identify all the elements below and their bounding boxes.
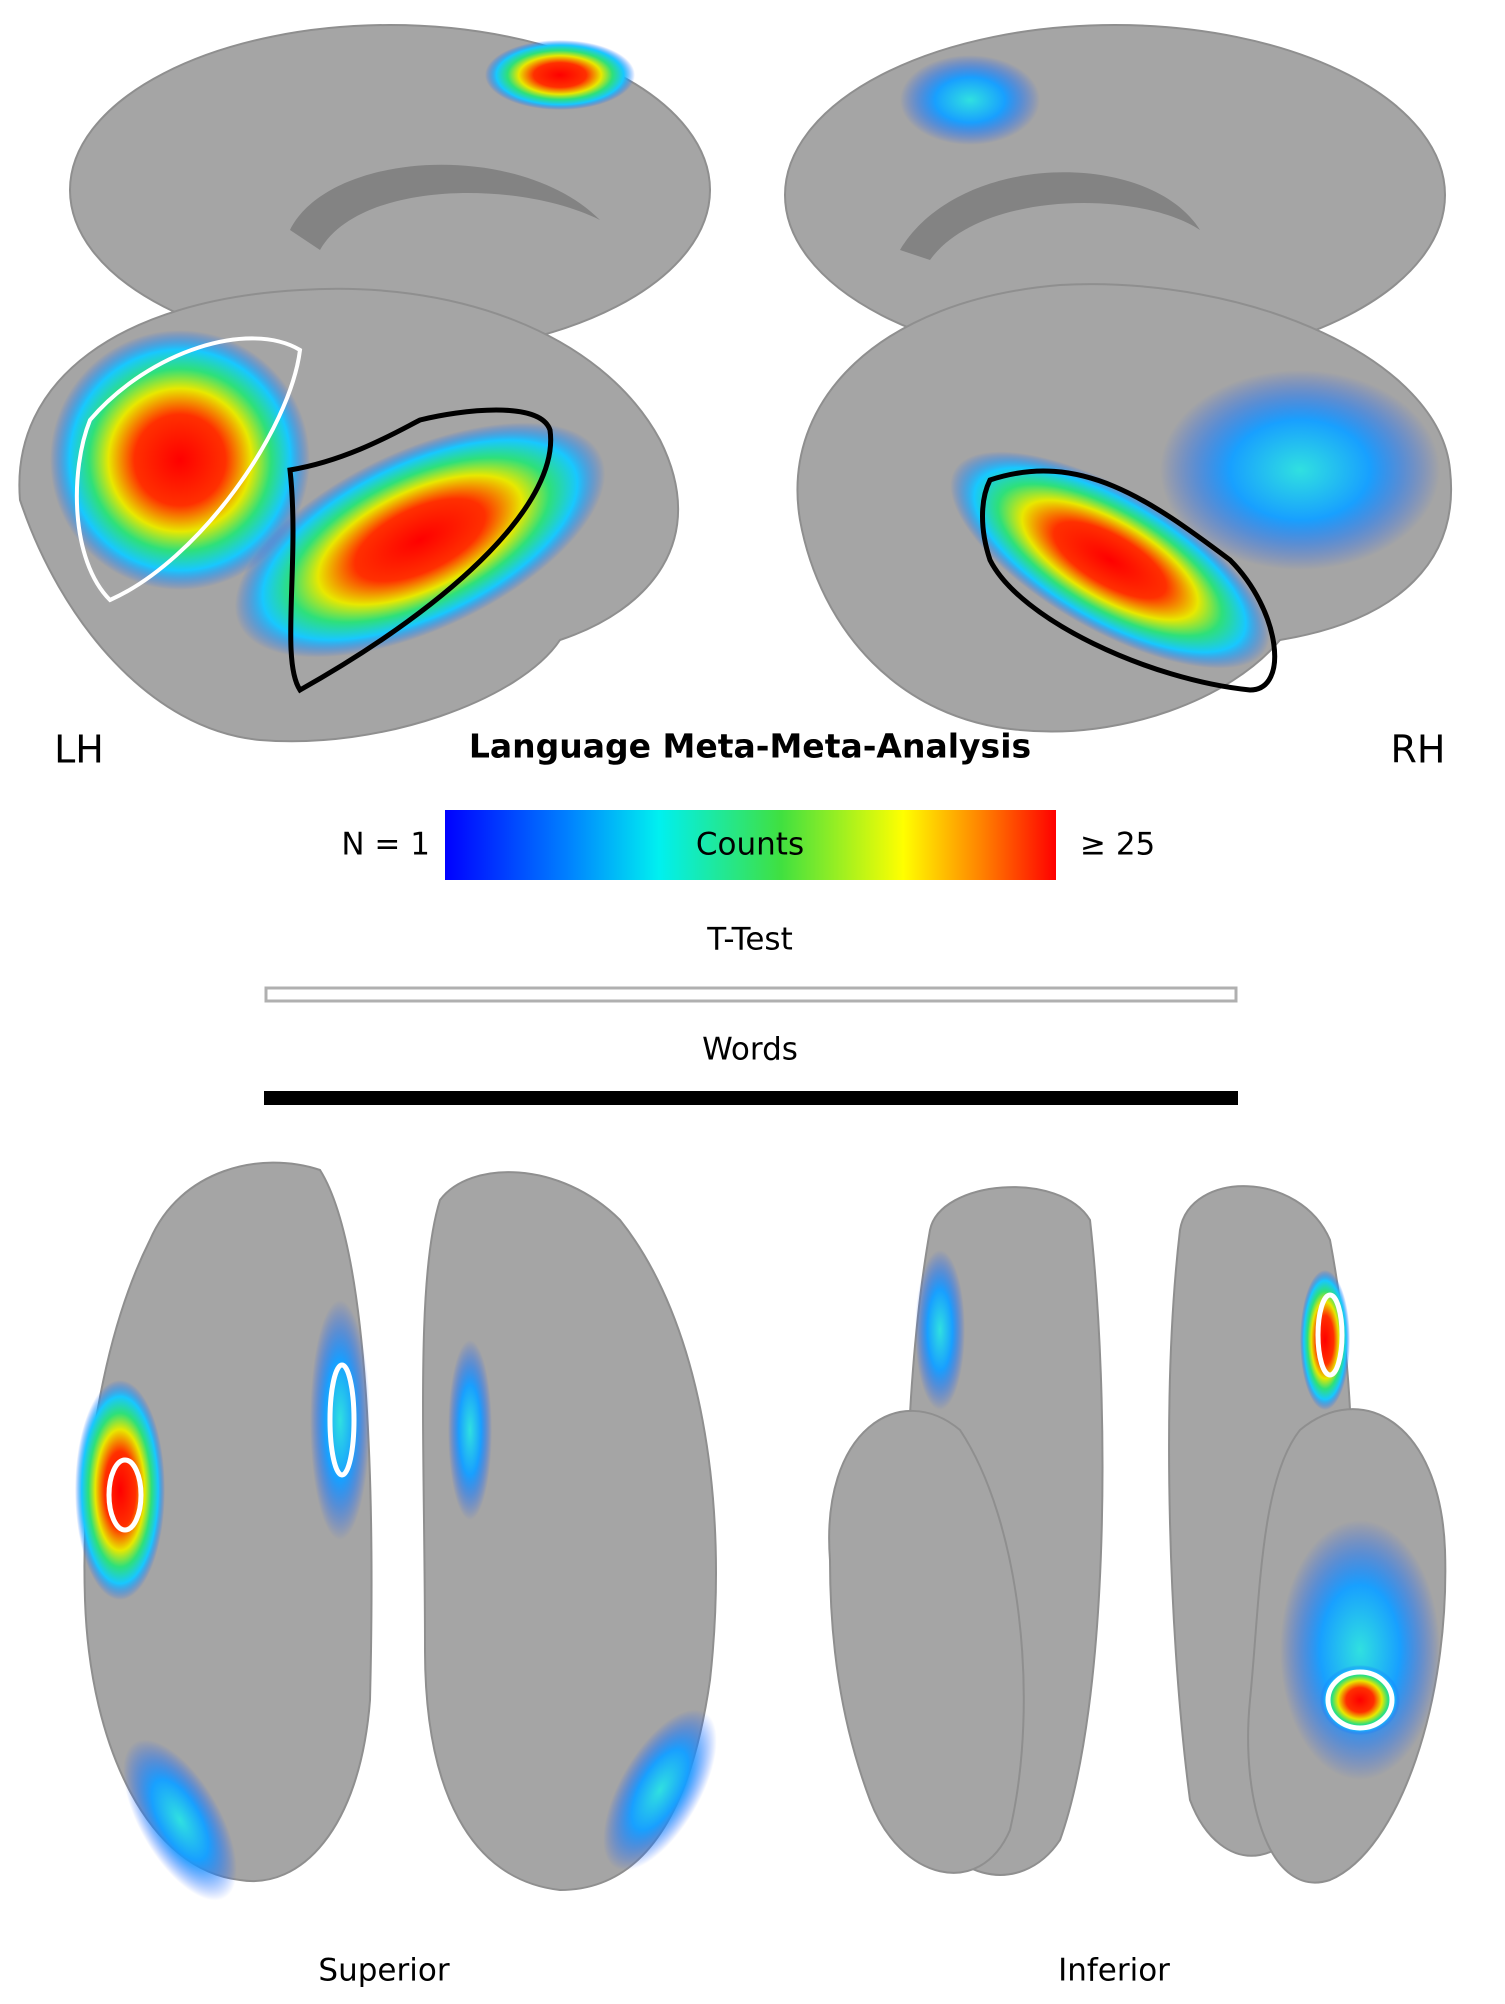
activation: [485, 40, 635, 110]
title: Language Meta-Meta-Analysis: [469, 727, 1031, 766]
activation: [234, 422, 606, 658]
outline-ttest: [106, 1457, 144, 1533]
sulcus: [290, 164, 600, 250]
legend-swatch-words: [264, 1091, 1238, 1105]
outline-words: [980, 468, 1278, 693]
left-label: LH: [54, 728, 104, 772]
legend-label: Words: [702, 1032, 798, 1068]
activation: [123, 1739, 237, 1901]
right-hemisphere-views: [784, 24, 1453, 733]
outline-ttest: [1325, 1669, 1395, 1731]
activation: [950, 451, 1270, 669]
inferior-view: [828, 1185, 1447, 1884]
colorbar-max: ≥ 25: [1080, 827, 1155, 863]
legend-label: T-Test: [706, 922, 792, 958]
brain-surface: [828, 1410, 1025, 1874]
activation: [310, 1300, 370, 1540]
outline-ttest: [74, 336, 303, 603]
view-label: Inferior: [1058, 1953, 1170, 1989]
colorbar: [445, 810, 1056, 880]
legend-swatch-ttest: [264, 986, 1238, 1003]
colorbar-min: N = 1: [341, 827, 430, 863]
activation: [1160, 370, 1440, 570]
right-label: RH: [1391, 728, 1446, 772]
colorbar-label: Counts: [696, 827, 804, 863]
activation: [900, 55, 1040, 145]
activation: [1320, 1665, 1400, 1735]
sulcus: [900, 172, 1200, 260]
superior-view: [75, 1161, 717, 1901]
outline-ttest: [327, 1362, 357, 1478]
activation: [1280, 1520, 1440, 1780]
outline-words: [287, 407, 554, 694]
left-hemisphere-views: [18, 24, 711, 743]
activation: [75, 1380, 165, 1600]
activation: [448, 1340, 492, 1520]
view-label: Superior: [318, 1953, 449, 1989]
outline-ttest: [1315, 1292, 1345, 1378]
activation: [603, 1709, 717, 1871]
activation: [915, 1250, 965, 1410]
